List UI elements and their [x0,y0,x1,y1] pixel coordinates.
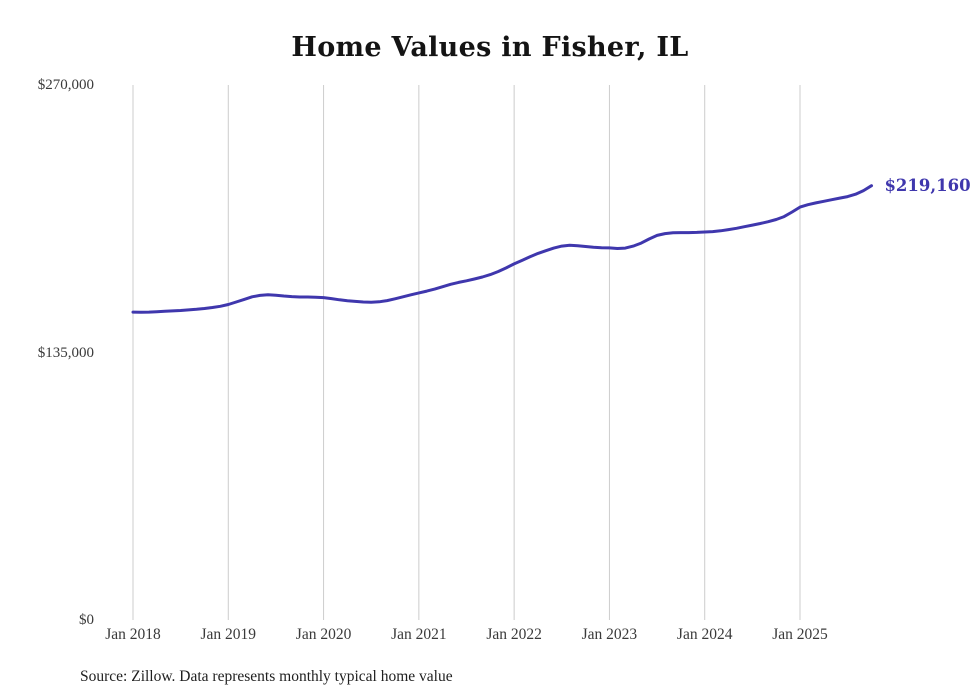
y-tick-label: $0 [79,612,94,628]
x-tick-label: Jan 2021 [391,626,447,643]
chart-title: Home Values in Fisher, IL [291,32,689,63]
x-tick-label: Jan 2019 [200,626,257,643]
x-tick-label: Jan 2020 [295,626,352,643]
y-tick-label: $135,000 [37,344,94,361]
source-note: Source: Zillow. Data represents monthly … [80,668,453,685]
x-tick-label: Jan 2022 [486,626,542,643]
home-value-line [131,184,873,314]
x-tick-label: Jan 2024 [676,626,733,643]
x-tick-label: Jan 2025 [772,626,828,643]
latest-value-label: $219,160 [884,175,971,195]
x-tick-label: Jan 2018 [105,626,161,643]
y-tick-label: $270,000 [37,77,94,93]
x-tick-label: Jan 2023 [581,626,638,643]
